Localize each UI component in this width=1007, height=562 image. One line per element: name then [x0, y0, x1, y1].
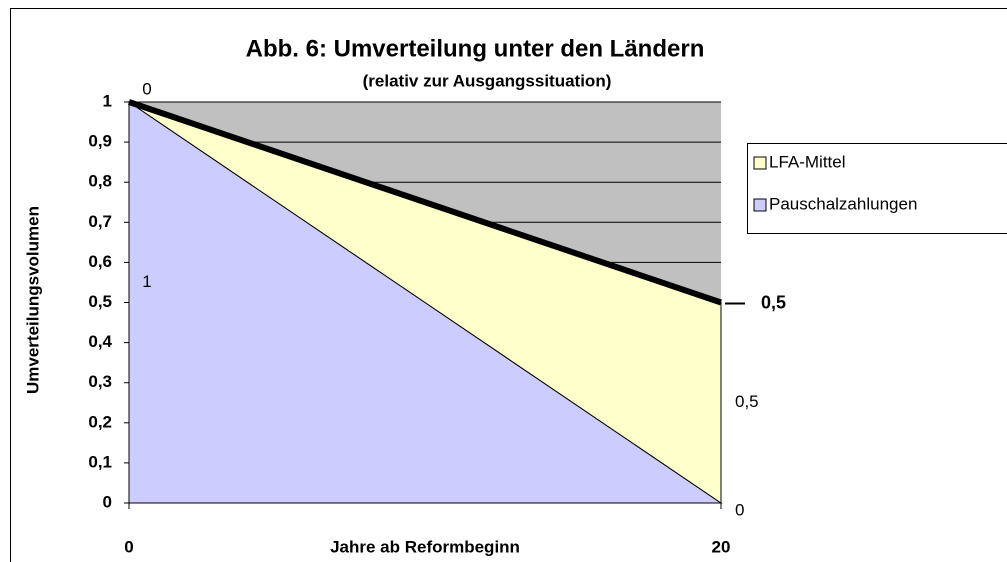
total-line: [128, 99, 722, 306]
legend-swatch: [753, 198, 767, 212]
x-tick-label: 0: [124, 537, 133, 556]
value-label: 1: [142, 272, 151, 291]
legend-box: [747, 143, 1007, 234]
y-tick-label: 1: [103, 91, 112, 110]
chart-subtitle: (relativ zur Ausgangssituation): [363, 71, 612, 90]
legend-label: LFA-Mittel: [769, 152, 846, 171]
value-label: 0: [142, 79, 151, 98]
y-axis-label: Umverteilungsvolumen: [23, 206, 42, 394]
value-label: 0: [735, 500, 744, 519]
y-tick-label: 0: [103, 492, 112, 511]
y-tick-label: 0,1: [88, 452, 112, 471]
chart-title: Abb. 6: Umverteilung unter den Ländern: [246, 35, 705, 62]
x-tick-label: 20: [712, 537, 731, 556]
legend-swatch: [753, 156, 767, 170]
chart-frame: [10, 8, 1007, 562]
y-tick-label: 0,8: [88, 172, 112, 191]
y-tick-label: 0,6: [88, 252, 112, 271]
x-axis-label: Jahre ab Reformbeginn: [330, 537, 520, 556]
annotation: 0,5: [761, 292, 786, 312]
value-label: 0,5: [735, 392, 759, 411]
y-tick-label: 0,4: [88, 332, 112, 351]
y-tick-label: 0,7: [88, 212, 112, 231]
y-tick-label: 0,9: [88, 132, 112, 151]
y-tick-label: 0,2: [88, 412, 112, 431]
y-tick-label: 0,5: [88, 292, 112, 311]
y-tick-label: 0,3: [88, 372, 112, 391]
legend-label: Pauschalzahlungen: [769, 194, 917, 213]
